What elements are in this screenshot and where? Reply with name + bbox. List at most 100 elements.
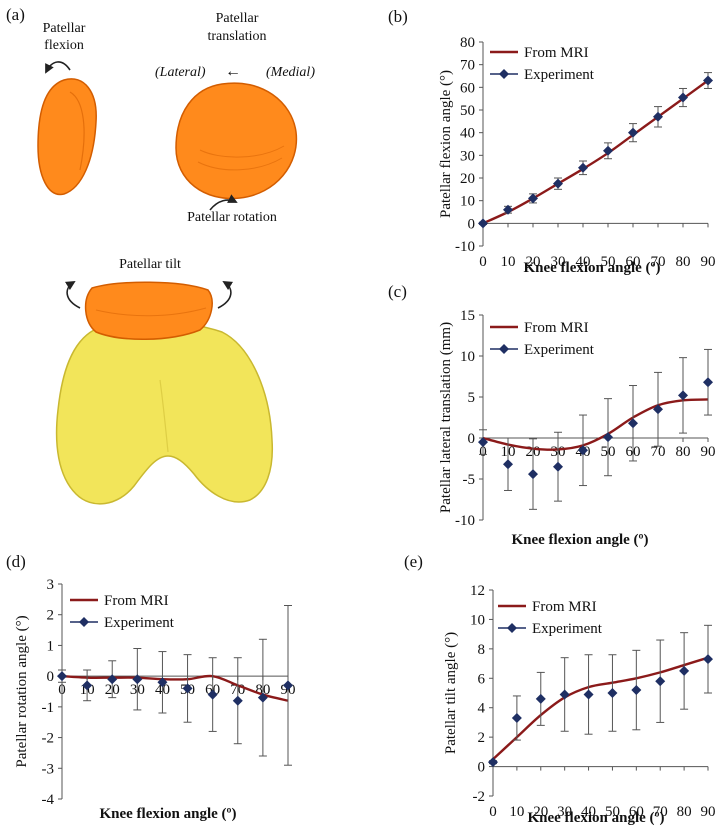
x-tick-label: 90 bbox=[701, 804, 716, 820]
series-from-mri-line bbox=[492, 656, 709, 761]
rotation-arrow-icon bbox=[209, 194, 238, 211]
medial-label: (Medial) bbox=[266, 65, 315, 80]
y-axis-title: Patellar lateral translation (mm) bbox=[438, 322, 454, 513]
y-tick-label: 8 bbox=[478, 642, 486, 658]
x-tick-label: 70 bbox=[651, 444, 666, 460]
x-tick-label: 90 bbox=[701, 254, 716, 270]
x-tick-label: 10 bbox=[509, 804, 524, 820]
y-tick-label: 2 bbox=[478, 730, 486, 746]
flexion-title-line2: flexion bbox=[44, 38, 84, 53]
patella-side-view bbox=[37, 78, 97, 196]
experiment-marker bbox=[678, 92, 688, 103]
experiment-marker bbox=[528, 469, 538, 480]
flexion-title-line1: Patellar bbox=[43, 21, 86, 36]
y-tick-label: 12 bbox=[470, 583, 485, 599]
x-tick-label: 60 bbox=[629, 804, 644, 820]
y-tick-label: -5 bbox=[463, 472, 476, 488]
series-from-mri-line bbox=[482, 398, 709, 451]
x-tick-label: 40 bbox=[576, 254, 591, 270]
x-tick-label: 50 bbox=[601, 254, 616, 270]
experiment-marker bbox=[207, 689, 218, 700]
x-tick-label: 80 bbox=[676, 254, 691, 270]
legend-experiment-label: Experiment bbox=[104, 615, 175, 631]
x-axis-title: Knee flexion angle (º) bbox=[523, 260, 660, 276]
experiment-marker bbox=[583, 689, 594, 700]
x-tick-label: 70 bbox=[653, 804, 668, 820]
series-from-mri-line bbox=[482, 79, 709, 225]
x-tick-label: 40 bbox=[581, 804, 596, 820]
experiment-marker bbox=[257, 692, 268, 703]
series-from-mri-line bbox=[61, 674, 289, 702]
x-tick-label: 0 bbox=[479, 254, 487, 270]
x-tick-label: 10 bbox=[501, 254, 516, 270]
y-tick-label: -10 bbox=[455, 239, 475, 255]
femur bbox=[55, 320, 274, 505]
legend-experiment-label: Experiment bbox=[524, 342, 595, 358]
x-tick-label: 20 bbox=[526, 254, 541, 270]
x-tick-label: 20 bbox=[533, 804, 548, 820]
translation-title-line1: Patellar bbox=[216, 11, 259, 26]
x-axis-title: Knee flexion angle (º) bbox=[511, 532, 648, 548]
legend-experiment-marker bbox=[499, 69, 509, 79]
x-tick-label: 60 bbox=[626, 254, 641, 270]
experiment-marker bbox=[535, 693, 546, 704]
experiment-marker bbox=[559, 689, 570, 700]
experiment-marker bbox=[678, 390, 688, 401]
y-tick-label: 10 bbox=[460, 194, 475, 210]
rotation-label: Patellar rotation bbox=[187, 210, 277, 225]
legend-experiment-label: Experiment bbox=[524, 67, 595, 83]
panel-c-label: (c) bbox=[388, 282, 407, 301]
chart-d: (d)-4-3-2-101230102030405060708090Patell… bbox=[6, 552, 296, 822]
y-tick-label: -3 bbox=[42, 761, 55, 777]
y-tick-label: 0 bbox=[47, 669, 55, 685]
y-tick-label: 20 bbox=[460, 171, 475, 187]
y-axis-title: Patellar rotation angle (°) bbox=[14, 615, 30, 767]
y-tick-label: 4 bbox=[478, 701, 486, 717]
tilt-label: Patellar tilt bbox=[119, 257, 181, 272]
experiment-marker bbox=[57, 671, 67, 682]
experiment-marker bbox=[653, 111, 663, 122]
experiment-marker bbox=[528, 193, 538, 204]
x-tick-label: 30 bbox=[551, 254, 566, 270]
legend-mri-label: From MRI bbox=[532, 599, 597, 615]
experiment-marker bbox=[107, 674, 118, 685]
y-tick-label: 50 bbox=[460, 103, 475, 119]
panel-a-label: (a) bbox=[6, 5, 25, 24]
y-tick-label: 40 bbox=[460, 126, 475, 142]
legend-mri-label: From MRI bbox=[524, 320, 589, 336]
legend-experiment-marker bbox=[499, 344, 509, 354]
translation-arrow-icon: ← bbox=[225, 63, 241, 80]
tilt-arrow-left-icon bbox=[64, 281, 81, 309]
experiment-marker bbox=[478, 218, 488, 229]
y-tick-label: 10 bbox=[460, 349, 475, 365]
experiment-marker bbox=[82, 680, 93, 691]
x-tick-label: 0 bbox=[489, 804, 497, 820]
y-tick-label: 0 bbox=[468, 216, 476, 232]
patella-front-view bbox=[175, 82, 298, 200]
experiment-marker bbox=[653, 404, 663, 415]
experiment-marker bbox=[631, 685, 642, 696]
y-tick-label: 3 bbox=[47, 577, 55, 593]
y-tick-label: 5 bbox=[468, 390, 476, 406]
experiment-marker bbox=[578, 445, 588, 456]
tilt-arrow-right-icon bbox=[217, 281, 234, 309]
panel-d-label: (d) bbox=[6, 552, 26, 571]
x-tick-label: 50 bbox=[605, 804, 620, 820]
y-tick-label: -4 bbox=[42, 792, 55, 808]
panel-a-illustration: (a) Patellar flexion Patellar translatio… bbox=[6, 5, 315, 505]
x-tick-label: 70 bbox=[651, 254, 666, 270]
x-tick-label: 90 bbox=[701, 444, 716, 460]
y-tick-label: -2 bbox=[473, 789, 486, 805]
lateral-label: (Lateral) bbox=[155, 65, 206, 80]
legend-experiment-marker bbox=[79, 617, 89, 627]
experiment-marker bbox=[628, 127, 638, 138]
y-tick-label: 30 bbox=[460, 148, 475, 164]
experiment-marker bbox=[703, 75, 713, 86]
x-axis-title: Knee flexion angle (º) bbox=[527, 810, 664, 826]
experiment-marker bbox=[603, 145, 613, 156]
x-axis-title: Knee flexion angle (º) bbox=[99, 806, 236, 822]
legend-mri-label: From MRI bbox=[104, 593, 169, 609]
y-tick-label: -1 bbox=[42, 700, 55, 716]
